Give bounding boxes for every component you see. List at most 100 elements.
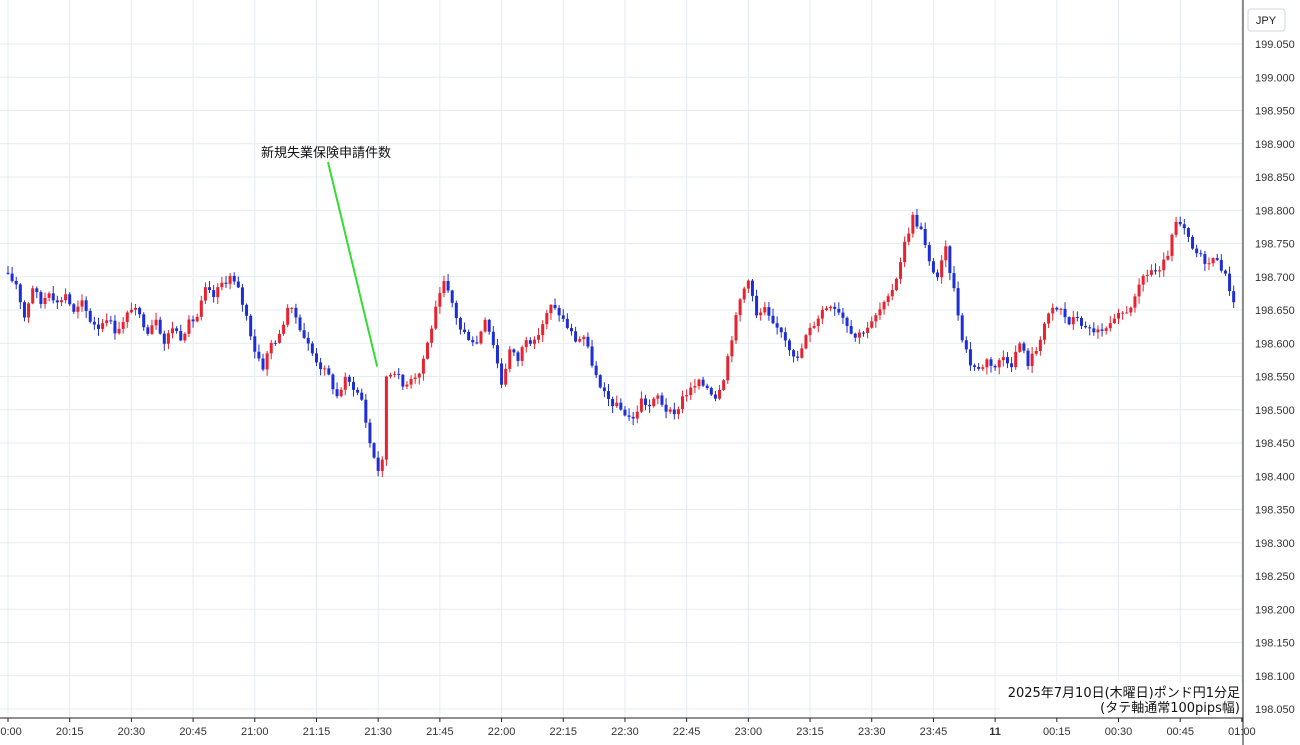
- time-axis[interactable]: 20:00 20:15 20:30 20:45 21:00 21:15 21:30 21:45…: [0, 717, 1256, 738]
- candle-up: [393, 371, 397, 378]
- candle-up: [541, 320, 545, 343]
- candle-body: [109, 320, 113, 322]
- candle-body: [504, 368, 508, 385]
- candle-body: [656, 395, 660, 399]
- candle-body: [919, 226, 923, 229]
- candle-up: [479, 330, 483, 345]
- candle-up: [413, 373, 417, 384]
- candle-body: [1022, 343, 1026, 351]
- x-tick-label: 20:00: [0, 726, 22, 738]
- candle-body: [232, 275, 236, 282]
- price-axis[interactable]: JPY 199.050199.000198.950198.900198.8501…: [1242, 0, 1300, 745]
- candle-body: [253, 336, 257, 352]
- candle-body: [1154, 270, 1158, 272]
- candle-body: [1005, 357, 1009, 364]
- candle-up: [763, 302, 767, 316]
- currency-badge[interactable]: [1247, 8, 1286, 32]
- candle-body: [829, 306, 833, 309]
- candle-down: [845, 316, 849, 333]
- candle-body: [779, 327, 783, 333]
- candle-up: [693, 378, 697, 394]
- candle-down: [594, 361, 598, 379]
- y-tick-label: 198.650: [1255, 305, 1295, 317]
- candle-body: [68, 294, 72, 305]
- candle-up: [76, 300, 80, 319]
- candle-down: [92, 316, 96, 330]
- candle-down: [574, 326, 578, 343]
- candle-body: [668, 409, 672, 412]
- candle-body: [746, 280, 750, 289]
- candle-body: [1084, 325, 1088, 328]
- candle-body: [450, 290, 454, 303]
- candle-body: [676, 409, 680, 415]
- candle-up: [681, 390, 685, 414]
- candle-body: [96, 324, 100, 329]
- candle-body: [1071, 317, 1075, 325]
- chart-caption: 2025年7月10日(木曜日)ポンド円1分足 (タテ軸通常100pips幅): [1000, 683, 1242, 717]
- candle-down: [792, 349, 796, 363]
- candle-body: [356, 389, 360, 393]
- candle-up: [722, 378, 726, 391]
- candle-up: [1112, 313, 1116, 324]
- candle-body: [549, 304, 553, 314]
- candle-body: [701, 379, 705, 386]
- candle-body: [1137, 284, 1141, 297]
- candle-down: [175, 326, 179, 334]
- candle-up: [384, 375, 388, 466]
- candle-down: [55, 295, 59, 309]
- candle-body: [512, 349, 516, 353]
- candle-body: [882, 301, 886, 310]
- candle-body: [158, 319, 162, 334]
- candle-down: [775, 316, 779, 335]
- candle-up: [47, 291, 51, 302]
- candle-up: [339, 387, 343, 398]
- candle-body: [495, 345, 499, 364]
- candle-body: [606, 391, 610, 399]
- candle-body: [121, 322, 125, 329]
- candle-body: [664, 404, 668, 412]
- candle-body: [537, 335, 541, 340]
- candle-up: [668, 407, 672, 415]
- y-tick-label: 198.100: [1255, 671, 1295, 683]
- candle-down: [853, 332, 857, 342]
- currency-label: JPY: [1256, 15, 1277, 27]
- candle-up: [1018, 341, 1022, 353]
- caption-line-1: 2025年7月10日(木曜日)ポンド円1分足: [1008, 686, 1240, 701]
- candle-down: [1186, 227, 1190, 243]
- candle-up: [907, 227, 911, 246]
- candle-body: [51, 293, 55, 301]
- candle-up: [1125, 306, 1129, 314]
- candle-down: [516, 350, 520, 367]
- candle-down: [113, 315, 117, 340]
- y-tick-label: 198.300: [1255, 538, 1295, 550]
- x-tick-label: 00:45: [1166, 726, 1194, 738]
- candle-down: [1100, 323, 1104, 337]
- candle-body: [644, 398, 648, 405]
- candle-up: [483, 317, 487, 333]
- candle-up: [105, 313, 109, 327]
- candle-body: [240, 287, 244, 305]
- candle-body: [1121, 312, 1125, 314]
- candle-down: [561, 309, 565, 322]
- candle-up: [430, 325, 434, 348]
- candle-body: [623, 409, 627, 416]
- candle-up: [1014, 345, 1018, 370]
- candle-down: [491, 325, 495, 349]
- candle-body: [500, 363, 504, 385]
- candle-up: [27, 302, 31, 323]
- x-tick-label: 11: [989, 726, 1001, 738]
- y-tick-labels: 199.050 199.000 198.950 198.900 198.850 198.8…: [1255, 39, 1295, 716]
- candle-up: [820, 306, 824, 324]
- candle-body: [1047, 313, 1051, 324]
- candle-body: [446, 281, 450, 291]
- candle-body: [923, 228, 927, 245]
- candle-down: [528, 337, 532, 347]
- candle-up: [582, 334, 586, 347]
- candle-body: [894, 278, 898, 291]
- y-tick-label: 198.450: [1255, 438, 1295, 450]
- candle-body: [615, 402, 619, 407]
- candle-down: [314, 348, 318, 367]
- candle-body: [1055, 307, 1059, 310]
